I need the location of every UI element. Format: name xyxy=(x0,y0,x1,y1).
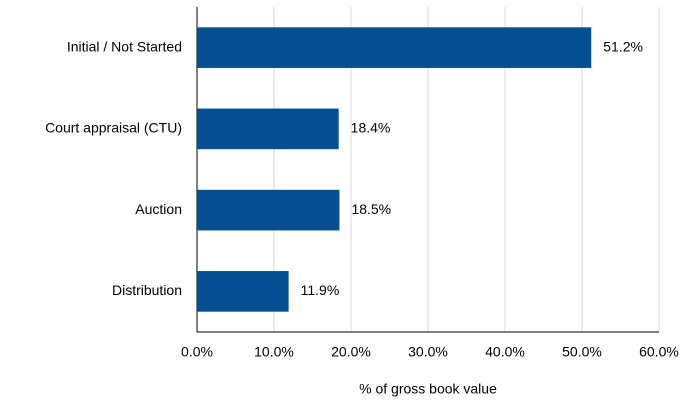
bar xyxy=(197,189,340,231)
bar xyxy=(197,271,289,312)
y-tick-label: Court appraisal (CTU) xyxy=(45,120,182,136)
value-label: 51.2% xyxy=(603,38,643,54)
bar xyxy=(197,108,339,150)
y-tick-label: Auction xyxy=(135,201,182,217)
y-tick-label: Distribution xyxy=(112,282,182,298)
x-tick-label: 10.0% xyxy=(254,344,294,360)
value-label: 11.9% xyxy=(301,282,340,298)
x-tick-label: 50.0% xyxy=(562,344,602,360)
bar xyxy=(197,27,592,68)
x-tick-label: 40.0% xyxy=(485,344,525,360)
x-tick-label: 0.0% xyxy=(181,344,213,360)
x-tick-label: 60.0% xyxy=(639,344,679,360)
y-tick-label: Initial / Not Started xyxy=(67,38,182,54)
x-tick-label: 20.0% xyxy=(331,344,371,360)
x-axis-title: % of gross book value xyxy=(359,381,497,397)
x-tick-label: 30.0% xyxy=(408,344,448,360)
value-label: 18.4% xyxy=(351,120,391,136)
value-label: 18.5% xyxy=(351,201,391,217)
